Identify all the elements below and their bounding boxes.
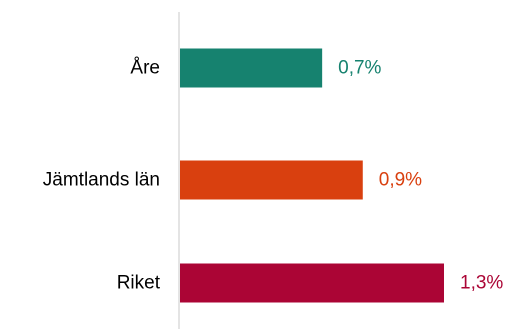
category-label: Riket	[117, 273, 161, 294]
value-label: 1,3%	[460, 273, 503, 294]
value-label: 0,7%	[338, 58, 381, 79]
bar	[180, 161, 363, 200]
bar	[180, 49, 322, 88]
value-label: 0,9%	[379, 170, 422, 191]
chart-marks: Åre 0,7% Jämtlands län 0,9% Riket 1,3%	[43, 49, 504, 303]
category-label: Jämtlands län	[43, 170, 160, 191]
bar	[180, 264, 444, 303]
category-label: Åre	[130, 58, 160, 79]
